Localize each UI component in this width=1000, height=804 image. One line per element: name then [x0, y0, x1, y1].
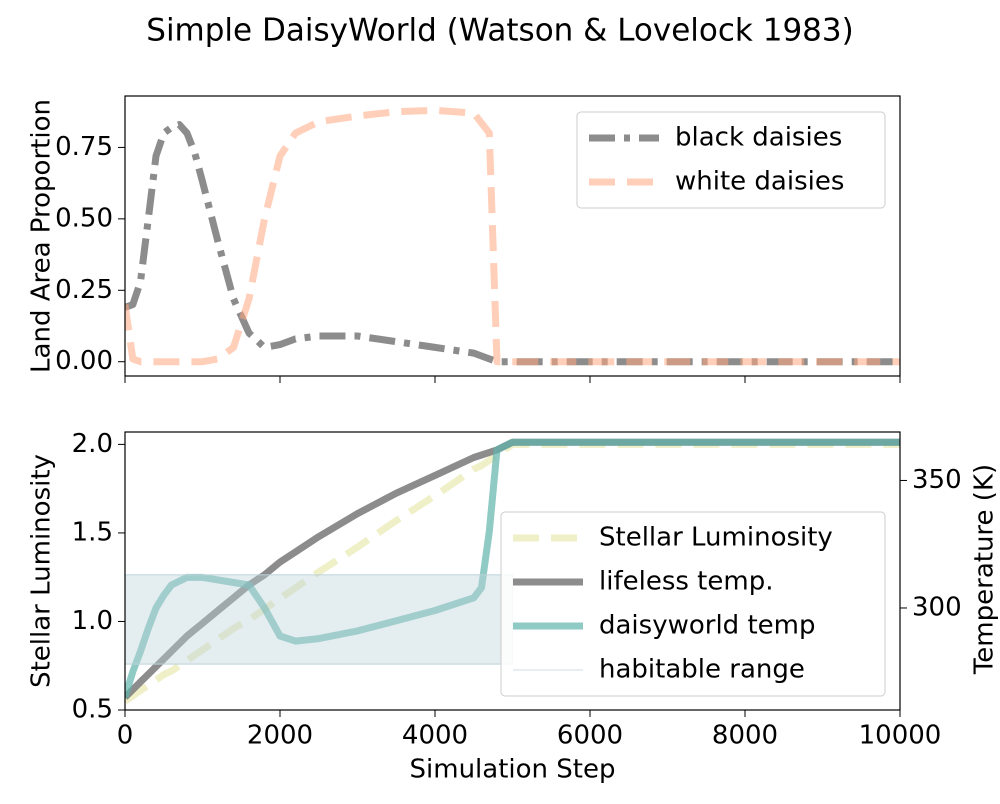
- plot-area: [125, 438, 900, 704]
- y-axis-label: Stellar Luminosity: [27, 454, 57, 688]
- x-tick-label: 2000: [247, 721, 313, 751]
- plot-frame: [124, 431, 901, 711]
- series-line: [125, 438, 900, 699]
- y-tick-label: 0.75: [55, 132, 113, 162]
- series-line: [125, 121, 900, 366]
- legend-label: Stellar Luminosity: [599, 523, 833, 553]
- y-axis-label: Land Area Proportion: [27, 99, 57, 373]
- x-tick-label: 10000: [859, 721, 942, 751]
- x-tick-label: 6000: [557, 721, 623, 751]
- y2-tick-label: 300: [912, 592, 962, 622]
- y-tick-label: 2.0: [72, 429, 113, 459]
- x-tick-label: 8000: [712, 721, 778, 751]
- habitable-band: [125, 574, 513, 665]
- legend-box: [500, 511, 886, 697]
- legend-label: black daisies: [675, 123, 842, 153]
- x-tick-label: 4000: [402, 721, 468, 751]
- y2-axis-label: Temperature (K): [970, 464, 1000, 675]
- legend-label: daisyworld temp: [599, 611, 815, 641]
- x-tick-label: 0: [117, 721, 134, 751]
- y-tick-label: 0.25: [55, 275, 113, 305]
- legend-label: habitable range: [599, 655, 805, 685]
- plot-frame: [124, 95, 901, 377]
- y-tick-label: 0.00: [55, 346, 113, 376]
- legend-label: white daisies: [675, 167, 844, 197]
- x-axis-label: Simulation Step: [410, 755, 616, 785]
- y-tick-label: 1.0: [72, 606, 113, 636]
- legend-label: lifeless temp.: [599, 567, 773, 597]
- series-line: [125, 106, 900, 366]
- y-tick-label: 1.5: [72, 517, 113, 547]
- chart-title: Simple DaisyWorld (Watson & Lovelock 198…: [146, 13, 853, 49]
- y-tick-label: 0.5: [72, 695, 113, 725]
- y2-tick-label: 350: [912, 465, 962, 495]
- plot-area: [125, 106, 900, 366]
- y-tick-label: 0.50: [55, 203, 113, 233]
